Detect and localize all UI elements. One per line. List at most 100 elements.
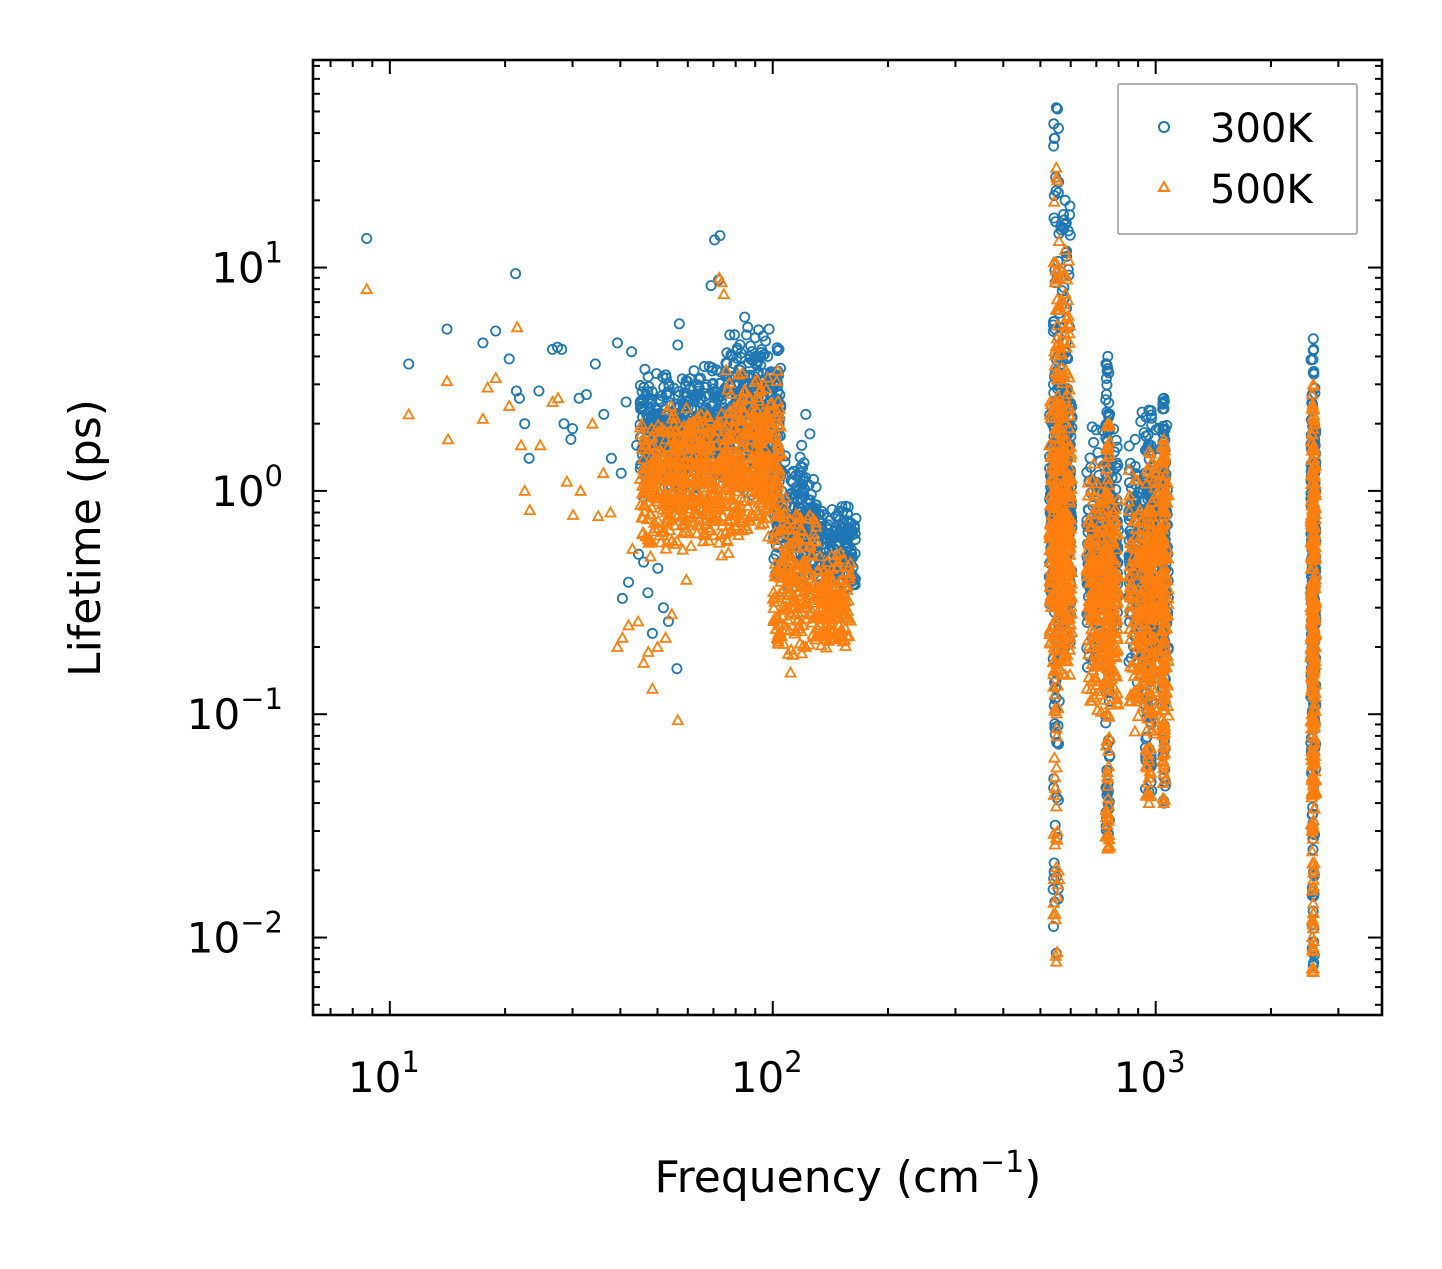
point-500k-823 <box>728 478 742 491</box>
point-300k-2794 <box>1157 398 1169 410</box>
point-500k-407 <box>666 458 680 470</box>
point-500k-475 <box>693 470 707 482</box>
point-500k-513 <box>764 404 778 417</box>
point-500k-464 <box>713 495 727 508</box>
point-500k-993 <box>776 608 790 621</box>
point-500k-1162 <box>833 573 847 586</box>
point-500k-1176 <box>840 579 854 592</box>
point-300k-44 <box>729 329 741 341</box>
point-500k-1653 <box>1081 647 1095 660</box>
point-500k-973 <box>809 535 823 547</box>
point-500k-1181 <box>831 555 845 567</box>
point-500k-357 <box>693 457 708 470</box>
point-500k-1096 <box>810 605 824 618</box>
point-500k-473 <box>688 459 703 472</box>
point-300k-658 <box>741 329 753 341</box>
point-500k-983 <box>788 624 802 636</box>
point-500k-978 <box>775 584 789 597</box>
point-500k-428 <box>665 411 679 424</box>
point-500k-789 <box>759 381 773 394</box>
point-500k-269 <box>663 523 677 535</box>
point-500k-729 <box>758 441 772 454</box>
point-300k-38 <box>633 548 645 560</box>
point-500k-482 <box>716 509 730 522</box>
point-500k-432 <box>683 456 697 469</box>
point-500k-831 <box>721 431 735 444</box>
data-marks <box>360 102 1323 977</box>
point-500k-929 <box>782 623 796 636</box>
point-300k-261 <box>634 395 646 407</box>
point-300k-1042 <box>793 484 805 496</box>
point-500k-32 <box>665 607 679 620</box>
point-500k-778 <box>721 514 735 526</box>
point-300k-843 <box>743 357 755 369</box>
point-500k-1629 <box>1081 488 1095 501</box>
point-500k-16 <box>566 508 580 520</box>
point-500k-446 <box>646 438 660 450</box>
point-500k-364 <box>645 421 659 434</box>
point-300k-448 <box>661 389 673 401</box>
point-300k-2453 <box>1048 132 1060 144</box>
point-500k-746 <box>728 445 742 458</box>
point-500k-722 <box>759 408 773 420</box>
point-300k-35 <box>672 339 684 351</box>
point-500k-802 <box>760 511 774 524</box>
point-500k-1177 <box>840 611 854 624</box>
point-500k-374 <box>655 445 669 458</box>
point-300k-401 <box>710 389 722 401</box>
point-300k-9 <box>519 418 531 430</box>
point-500k-471 <box>667 498 681 511</box>
point-300k-2 <box>441 323 453 335</box>
point-500k-936 <box>768 565 782 578</box>
point-500k-406 <box>666 466 680 479</box>
point-300k-2573 <box>1101 379 1113 391</box>
point-300k-476 <box>650 404 662 416</box>
point-300k-1898 <box>1129 433 1141 445</box>
point-500k-44 <box>679 401 694 414</box>
point-500k-1178 <box>814 584 828 597</box>
point-500k-1008 <box>767 601 781 613</box>
point-500k-810 <box>720 418 734 431</box>
point-500k-331 <box>635 510 649 523</box>
point-500k-378 <box>675 449 689 462</box>
point-500k-1555 <box>1110 692 1124 704</box>
point-500k-27 <box>637 655 651 668</box>
point-500k-700 <box>746 409 760 422</box>
point-500k-10 <box>518 484 532 496</box>
point-300k-1000 <box>786 467 798 479</box>
point-300k-2642 <box>1102 778 1114 790</box>
point-500k-837 <box>723 453 737 466</box>
point-300k-42 <box>714 230 726 242</box>
point-300k-487 <box>706 362 718 374</box>
point-300k-2737 <box>1143 404 1155 416</box>
point-300k-2694 <box>1140 411 1152 423</box>
point-300k-1182 <box>830 524 842 536</box>
point-500k-1438 <box>1046 472 1060 485</box>
point-500k-743 <box>753 517 768 530</box>
point-500k-454 <box>674 434 688 446</box>
point-300k-1180 <box>822 529 834 541</box>
point-500k-1400 <box>1061 594 1075 607</box>
point-500k-721 <box>718 467 733 480</box>
point-500k-665 <box>750 372 764 385</box>
point-500k-48 <box>643 549 658 562</box>
point-500k-1025 <box>794 605 809 617</box>
point-500k-472 <box>638 499 652 511</box>
point-300k-460 <box>646 386 658 398</box>
point-500k-1572 <box>1111 492 1125 505</box>
point-500k-20 <box>596 466 610 479</box>
point-500k-821 <box>734 513 748 526</box>
point-500k-25 <box>625 542 639 554</box>
point-500k-474 <box>701 492 715 504</box>
point-500k-415 <box>660 511 674 524</box>
point-500k-1455 <box>1045 438 1060 451</box>
point-500k-1468 <box>1059 503 1073 516</box>
point-300k-5 <box>503 353 515 365</box>
point-500k-314 <box>660 535 674 548</box>
point-500k-23 <box>615 630 629 643</box>
point-500k-95 <box>684 539 698 551</box>
point-300k-11 <box>533 385 545 397</box>
point-500k-403 <box>650 479 664 492</box>
point-300k-2553 <box>1059 194 1071 206</box>
